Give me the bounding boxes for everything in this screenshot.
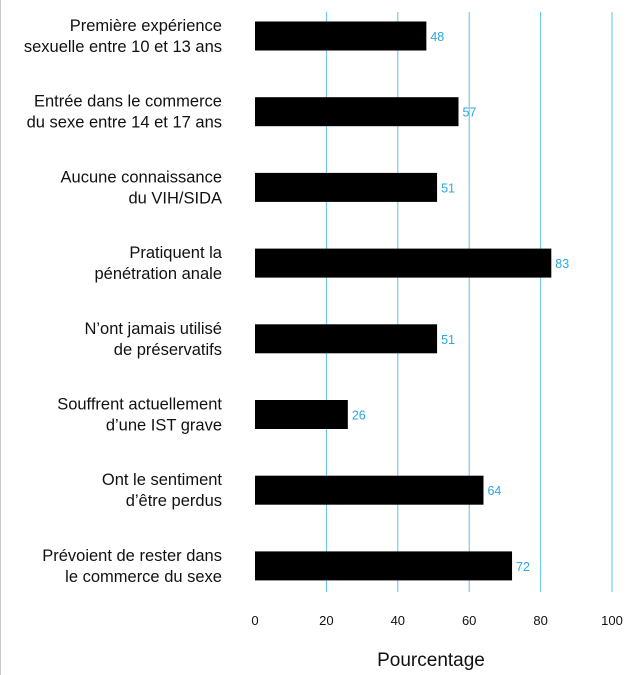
category-label-line: Aucune connaissance [61, 168, 222, 186]
category-label-line: sexuelle entre 10 et 13 ans [24, 38, 222, 56]
x-tick-label: 0 [251, 613, 258, 628]
category-label: Souffrent actuellement d’une IST grave [57, 396, 222, 435]
value-label: 51 [441, 333, 455, 347]
category-label: Ont le sentiment d’être perdus [102, 471, 223, 510]
x-tick-label: 80 [533, 613, 547, 628]
category-label: Aucune connaissance du VIH/SIDA [61, 168, 222, 207]
x-tick-label: 60 [462, 613, 476, 628]
value-label: 72 [516, 560, 530, 574]
category-label: Entrée dans le commerce du sexe entre 14 … [27, 93, 222, 132]
bar [255, 475, 484, 505]
category-label: Prévoient de rester dans le commerce du s… [42, 547, 222, 586]
category-label: Première expérience sexuelle entre 10 et … [24, 17, 222, 56]
x-tick-label: 100 [601, 613, 623, 628]
category-label-line: Prévoient de rester dans [42, 547, 222, 565]
bar [255, 21, 427, 51]
category-label: N’ont jamais utilisé de préservatifs [84, 320, 222, 359]
value-label: 64 [487, 484, 501, 498]
x-tick-label: 20 [319, 613, 333, 628]
category-label-line: Ont le sentiment [102, 471, 223, 489]
value-label: 51 [441, 181, 455, 195]
category-label-line: d’une IST grave [106, 417, 222, 435]
bar [255, 551, 513, 581]
bar [255, 400, 348, 429]
x-axis-title: Pourcentage [377, 650, 485, 671]
category-label-line: Première expérience [70, 17, 222, 35]
x-tick-label: 40 [391, 613, 405, 628]
bar [255, 172, 438, 202]
category-labels: Première expérience sexuelle entre 10 et … [24, 17, 223, 586]
category-label-line: Souffrent actuellement [57, 396, 222, 414]
value-label: 83 [555, 257, 569, 271]
category-label-line: Pratiquent la [129, 244, 222, 262]
category-label-line: Entrée dans le commerce [34, 93, 222, 111]
value-labels: 48 57 51 83 51 26 64 72 [352, 30, 569, 574]
category-label-line: de préservatifs [114, 341, 222, 359]
value-label: 57 [462, 106, 476, 120]
category-label-line: du VIH/SIDA [128, 189, 222, 207]
bar [255, 248, 552, 278]
category-label-line: pénétration anale [94, 265, 222, 283]
bars [255, 21, 552, 581]
category-label-line: d’être perdus [126, 492, 222, 510]
category-label-line: N’ont jamais utilisé [84, 320, 222, 338]
bar [255, 97, 459, 127]
category-label: Pratiquent la pénétration anale [94, 244, 222, 283]
category-label-line: le commerce du sexe [65, 568, 222, 586]
x-tick-labels: 0 20 40 60 80 100 [251, 613, 622, 628]
value-label: 26 [352, 409, 366, 423]
category-label-line: du sexe entre 14 et 17 ans [27, 114, 222, 132]
value-label: 48 [430, 30, 444, 44]
bar [255, 324, 438, 354]
